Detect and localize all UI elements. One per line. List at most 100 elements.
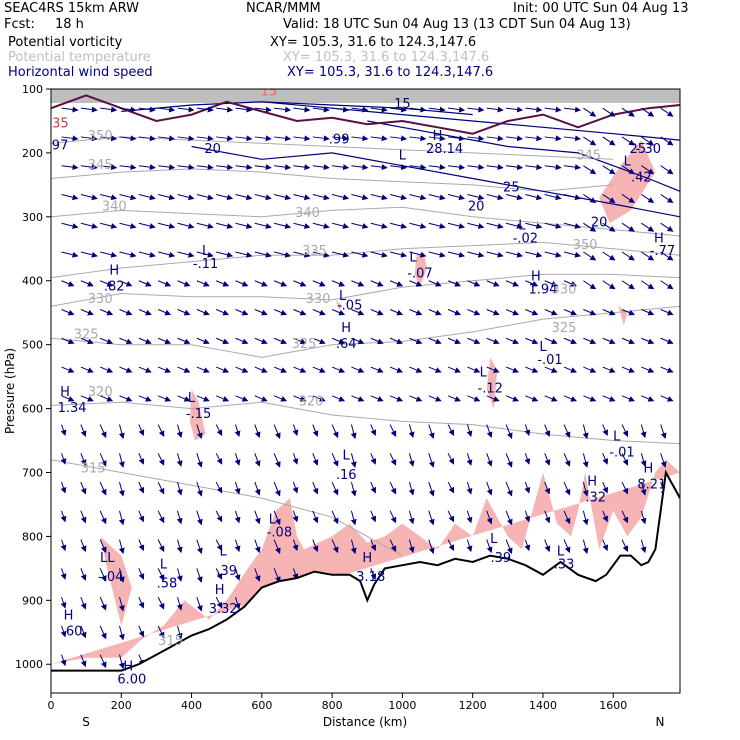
wind-vector-arrow [138,280,152,287]
contour-annotation: H [60,385,70,400]
wind-vector-arrow [505,539,513,555]
wind-vector-arrow [60,539,67,552]
wind-vector-arrow [138,106,156,113]
wind-vector-arrow [563,453,571,467]
contour-annotation: 335 [302,244,327,259]
contour-annotation: .99 [329,132,350,147]
wind-vector-arrow [177,337,191,345]
contour-annotation: 345 [88,158,113,173]
wind-vector-arrow [505,106,524,113]
wind-vector-arrow [389,280,404,287]
wind-vector-arrow [408,510,415,525]
wind-vector-arrow [544,424,551,438]
wind-vector-arrow [428,280,442,287]
wind-vector-arrow [370,481,377,494]
contour-annotation: 315 [81,461,106,476]
contour-annotation: -.08 [267,525,292,540]
wind-vector-arrow [157,395,172,402]
wind-vector-arrow [370,164,388,171]
wind-vector-arrow [176,481,183,496]
wind-vector-arrow [505,453,513,468]
wind-vector-arrow [602,510,609,523]
wind-vector-arrow [80,596,87,610]
pv-fill-region [189,389,206,441]
contour-annotation: H [531,270,541,285]
wind-vector-arrow [216,251,234,258]
wind-vector-arrow [157,625,165,639]
wind-vector-arrow [563,337,577,345]
wind-vector-arrow [312,106,330,113]
wind-vector-arrow [447,510,455,523]
wind-vector-arrow [196,164,214,171]
wind-vector-arrow [602,366,616,373]
wind-vector-arrow [119,106,137,113]
wind-vector-arrow [293,395,307,402]
wind-vector-arrow [467,222,485,229]
contour-annotation: H [643,461,653,476]
wind-vector-arrow [428,337,442,345]
wind-vector-arrow [273,280,288,287]
wind-vector-arrow [583,107,597,117]
contour-annotation: 1.94 [528,283,557,298]
wind-vector-arrow [350,424,357,440]
theta-contour-325 [51,305,680,358]
wind-vector-arrow [486,135,504,142]
wind-vector-arrow [312,453,319,466]
wind-vector-arrow [254,280,268,287]
wind-vector-arrow [505,337,519,345]
wind-vector-arrow [196,337,210,345]
wind-vector-arrow [138,424,145,437]
wind-vector-arrow [563,539,571,554]
contour-annotation: L [399,148,407,163]
wind-vector-arrow [157,596,165,610]
wind-vector-arrow [331,395,346,402]
wind-vector-arrow [293,366,307,373]
wind-vector-arrow [293,309,307,316]
wind-vector-arrow [602,539,609,552]
wind-vector-arrow [390,106,408,113]
wind-vector-arrow [370,135,388,142]
wind-vector-arrow [118,568,125,583]
wind-vector-arrow [138,193,156,201]
wind-vector-arrow [61,193,79,201]
wind-vector-arrow [100,280,114,287]
wind-vector-arrow [544,106,562,113]
wind-vector-arrow [235,366,249,373]
wind-vector-arrow [215,366,230,373]
wind-vector-arrow [351,106,369,113]
wind-vector-arrow [234,453,241,466]
wind-vector-arrow [351,222,369,229]
wind-vector-arrow [408,453,415,467]
wind-vector-arrow [544,309,558,316]
wind-vector-arrow [100,337,114,345]
wind-vector-arrow [235,309,249,316]
wind-vector-arrow [351,164,369,171]
wind-vector-arrow [331,309,346,316]
wind-vector-arrow [138,164,156,171]
wind-vector-arrow [331,280,346,287]
wind-vector-arrow [216,222,234,229]
wind-vector-arrow [544,395,558,402]
wind-vector-arrow [293,251,311,258]
wind-vector-arrow [447,481,455,494]
x-tick-label: 600 [251,699,272,712]
x-tick-label: 400 [181,699,202,712]
wind-vector-arrow [641,251,655,261]
wind-vector-arrow [61,280,75,287]
y-tick-label: 900 [22,594,43,607]
wind-vector-arrow [176,510,183,525]
wind-vector-arrow [196,510,203,526]
wind-vector-arrow [370,106,388,113]
contour-annotation: LL [100,551,115,566]
wind-vector-arrow [100,164,118,171]
contour-annotation: H [433,129,443,144]
wind-vector-arrow [505,222,524,229]
wind-vector-arrow [640,510,647,525]
wind-vector-arrow [370,280,384,287]
wind-vector-arrow [486,366,500,373]
x-tick-label: 1000 [388,699,416,712]
plot-frame [50,88,681,694]
wind-vector-arrow [215,568,223,580]
wind-vector-arrow [350,510,357,526]
wind-vector-arrow [447,539,455,552]
